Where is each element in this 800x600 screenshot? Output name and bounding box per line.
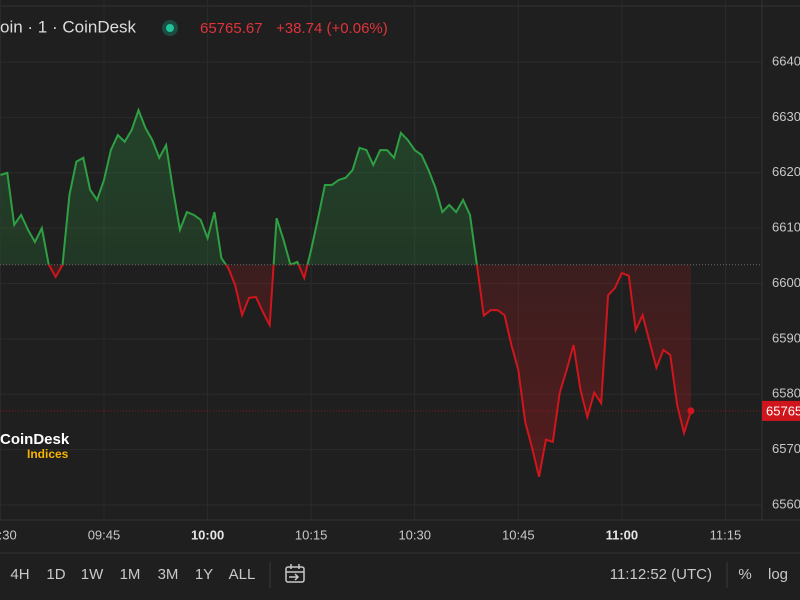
range-button[interactable]: 4H	[10, 566, 29, 583]
last-point	[687, 407, 695, 415]
range-button[interactable]: 1W	[81, 566, 104, 583]
symbol: oin · 1 · CoinDesk	[0, 17, 137, 36]
range-button[interactable]: 1M	[120, 566, 141, 583]
area-up	[0, 110, 691, 265]
range-button[interactable]: 1Y	[195, 566, 213, 583]
x-tick-label: 10:00	[191, 527, 224, 542]
line-down	[47, 264, 692, 478]
y-tick-label: 6560	[772, 496, 800, 511]
y-tick-label: 6610	[772, 220, 800, 235]
x-tick-label: 10:15	[295, 527, 328, 542]
line-up	[0, 107, 478, 265]
y-tick-label: 6570	[772, 441, 800, 456]
y-tick-label: 6630	[772, 109, 800, 124]
x-tick-label: 10:45	[502, 527, 535, 542]
range-button[interactable]: 3M	[158, 566, 179, 583]
x-tick-label: 10:30	[398, 527, 431, 542]
calendar-icon[interactable]	[285, 564, 305, 583]
x-tick-label: 09:30	[0, 527, 17, 542]
status-dot	[166, 24, 174, 32]
y-tick-label: 6620	[772, 164, 800, 179]
x-tick-label: 11:15	[710, 527, 742, 542]
header-price: 65765.67	[200, 20, 263, 37]
x-tick-label: 11:00	[606, 527, 639, 542]
last-price-label: 65765.67	[766, 403, 800, 418]
y-tick-label: 6590	[772, 330, 800, 345]
y-tick-label: 6580	[772, 386, 800, 401]
x-tick-label: 09:45	[88, 527, 121, 542]
watermark-brand: CoinDesk	[0, 431, 70, 448]
log-toggle[interactable]: log	[768, 566, 788, 583]
plot	[0, 0, 762, 520]
watermark-sub: Indices	[27, 447, 69, 461]
header-change: +38.74 (+0.06%)	[276, 20, 388, 37]
last-price-tag	[762, 400, 800, 421]
range-button[interactable]: 1D	[46, 566, 65, 583]
range-button[interactable]: ALL	[229, 566, 256, 583]
clock: 11:12:52 (UTC)	[610, 566, 712, 583]
y-tick-label: 6600	[772, 275, 800, 290]
y-tick-label: 6640	[772, 53, 800, 68]
area-down	[48, 264, 691, 477]
percent-toggle[interactable]: %	[738, 566, 751, 583]
